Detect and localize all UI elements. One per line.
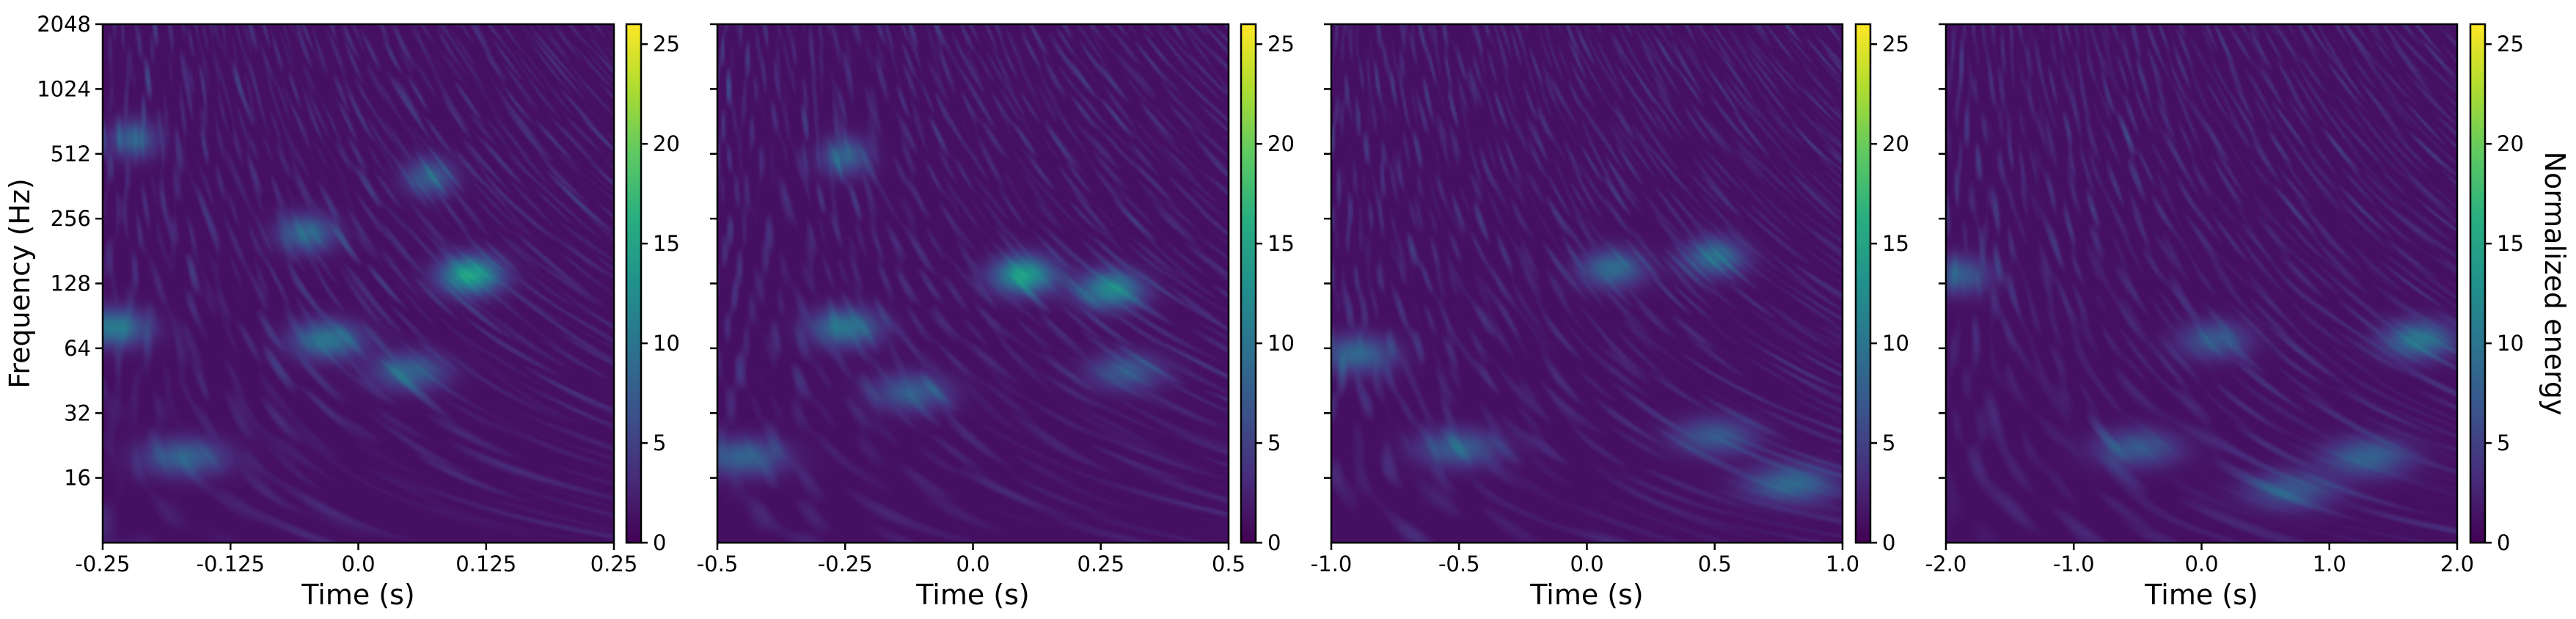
colorbar-tick-label: 25 bbox=[653, 32, 680, 56]
colorbar-tick-label: 0 bbox=[1267, 530, 1281, 555]
x-tick-label: -0.5 bbox=[1438, 552, 1480, 576]
colorbar-tick-label: 0 bbox=[2497, 530, 2510, 555]
x-tick-label: 0.25 bbox=[590, 552, 638, 576]
x-tick-label: -0.5 bbox=[697, 552, 739, 576]
y-axis-label: Frequency (Hz) bbox=[4, 178, 36, 389]
colorbar-tick-label: 10 bbox=[1267, 331, 1295, 356]
colorbar bbox=[1856, 24, 1870, 543]
x-tick-label: -0.25 bbox=[818, 552, 873, 576]
colorbar bbox=[626, 24, 641, 543]
x-axis-label: Time (s) bbox=[915, 579, 1030, 611]
y-tick-label: 128 bbox=[51, 271, 91, 296]
x-tick-label: 0.0 bbox=[1570, 552, 1603, 576]
x-tick-label: 0.0 bbox=[341, 552, 375, 576]
colorbar-tick-label: 0 bbox=[1882, 530, 1895, 555]
x-tick-label: 2.0 bbox=[2440, 552, 2474, 576]
colorbar-tick-label: 25 bbox=[2497, 32, 2524, 56]
x-axis-label: Time (s) bbox=[301, 579, 415, 611]
colorbar-tick-label: 20 bbox=[1882, 131, 1909, 156]
colorbar-tick-label: 5 bbox=[653, 431, 666, 455]
colorbar-frame bbox=[2469, 23, 2487, 544]
x-tick-label: -1.0 bbox=[1311, 552, 1353, 576]
x-tick-label: -0.25 bbox=[75, 552, 130, 576]
y-tick-label: 256 bbox=[51, 206, 91, 231]
y-tick-label: 512 bbox=[51, 142, 91, 166]
x-tick-label: 1.0 bbox=[2313, 552, 2346, 576]
x-tick-label: 0.5 bbox=[1698, 552, 1732, 576]
colorbar-tick-label: 25 bbox=[1882, 32, 1909, 56]
y-tick-label: 64 bbox=[64, 336, 91, 361]
colorbar-tick-label: 10 bbox=[2497, 331, 2524, 356]
colorbar-tick-label: 25 bbox=[1267, 32, 1295, 56]
colorbar-tick-label: 5 bbox=[2497, 431, 2510, 455]
colorbar-tick-label: 20 bbox=[653, 131, 680, 156]
colorbar-tick-label: 15 bbox=[2497, 231, 2524, 256]
spectrogram-image bbox=[1946, 24, 2457, 543]
x-tick-label: -2.0 bbox=[1925, 552, 1967, 576]
colorbar-label: Normalized energy bbox=[2539, 152, 2571, 416]
colorbar-tick-label: 15 bbox=[1267, 231, 1295, 256]
colorbar-frame bbox=[1854, 23, 1872, 544]
y-tick-label: 32 bbox=[64, 400, 91, 425]
y-tick-label: 16 bbox=[64, 466, 91, 491]
colorbar-tick-label: 10 bbox=[1882, 331, 1909, 356]
x-tick-label: 0.25 bbox=[1077, 552, 1124, 576]
colorbar-tick-label: 10 bbox=[653, 331, 680, 356]
spectrogram-image bbox=[1331, 24, 1843, 543]
x-tick-label: 0.0 bbox=[2184, 552, 2218, 576]
x-tick-label: 0.0 bbox=[956, 552, 989, 576]
colorbar-tick-label: 20 bbox=[1267, 131, 1295, 156]
colorbar-tick-label: 15 bbox=[1882, 231, 1909, 256]
x-axis-label: Time (s) bbox=[2144, 579, 2258, 611]
colorbar bbox=[2470, 24, 2485, 543]
y-tick-label: 2048 bbox=[37, 12, 91, 37]
colorbar-tick-label: 20 bbox=[2497, 131, 2524, 156]
colorbar-tick-label: 5 bbox=[1882, 431, 1895, 455]
x-tick-label: 0.125 bbox=[455, 552, 516, 576]
colorbar bbox=[1241, 24, 1256, 543]
x-tick-label: 1.0 bbox=[1826, 552, 1859, 576]
x-axis-label: Time (s) bbox=[1529, 579, 1644, 611]
colorbar-tick-label: 15 bbox=[653, 231, 680, 256]
spectrogram-image bbox=[717, 24, 1229, 543]
colorbar-tick-label: 5 bbox=[1267, 431, 1281, 455]
colorbar-frame bbox=[625, 23, 643, 544]
x-tick-label: -0.125 bbox=[197, 552, 266, 576]
colorbar-tick-label: 0 bbox=[653, 530, 666, 555]
y-tick-label: 1024 bbox=[37, 76, 91, 101]
x-tick-label: 0.5 bbox=[1212, 552, 1245, 576]
spectrogram-image bbox=[103, 24, 614, 543]
colorbar-frame bbox=[1240, 23, 1257, 544]
x-tick-label: -1.0 bbox=[2053, 552, 2095, 576]
